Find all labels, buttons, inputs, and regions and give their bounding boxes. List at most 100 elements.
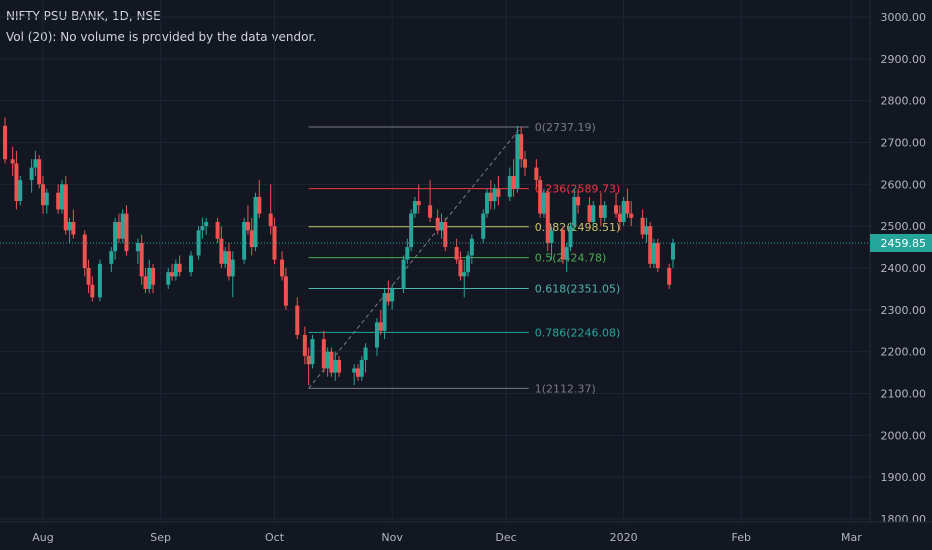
candle-body[interactable] xyxy=(598,205,603,218)
candle-body[interactable] xyxy=(485,192,490,214)
candle-body[interactable] xyxy=(382,293,387,331)
candle-body[interactable] xyxy=(481,213,486,239)
candle-body[interactable] xyxy=(272,226,277,260)
candle-body[interactable] xyxy=(170,272,175,277)
candle-body[interactable] xyxy=(405,247,410,260)
candle-body[interactable] xyxy=(401,259,406,289)
candle-body[interactable] xyxy=(329,351,334,373)
candle-body[interactable] xyxy=(325,351,330,369)
candle-body[interactable] xyxy=(655,242,660,268)
candle-body[interactable] xyxy=(374,322,379,348)
candle-body[interactable] xyxy=(177,263,182,273)
candle-body[interactable] xyxy=(454,247,459,260)
candle-body[interactable] xyxy=(412,201,417,214)
candle-body[interactable] xyxy=(230,259,235,277)
candle-body[interactable] xyxy=(226,251,231,277)
candle-body[interactable] xyxy=(352,368,357,373)
candle-body[interactable] xyxy=(67,221,72,231)
candle-body[interactable] xyxy=(280,259,285,277)
candle-body[interactable] xyxy=(488,192,493,202)
candle-body[interactable] xyxy=(568,226,573,248)
candle-body[interactable] xyxy=(120,213,125,239)
candle-body[interactable] xyxy=(617,213,622,222)
candle-body[interactable] xyxy=(560,230,565,260)
candle-body[interactable] xyxy=(409,213,414,248)
candle-body[interactable] xyxy=(268,213,273,227)
candle-body[interactable] xyxy=(428,205,433,218)
candle-body[interactable] xyxy=(97,263,102,298)
candle-body[interactable] xyxy=(443,221,448,248)
candle-body[interactable] xyxy=(253,196,258,248)
candle-body[interactable] xyxy=(492,188,497,202)
candle-body[interactable] xyxy=(652,242,657,264)
candle-body[interactable] xyxy=(37,159,42,185)
candle-body[interactable] xyxy=(249,230,254,248)
candle-body[interactable] xyxy=(462,272,467,277)
candle-body[interactable] xyxy=(124,213,129,252)
candle-body[interactable] xyxy=(223,251,228,264)
candle-body[interactable] xyxy=(18,180,23,202)
candle-body[interactable] xyxy=(511,175,516,189)
candle-body[interactable] xyxy=(14,163,19,202)
candle-body[interactable] xyxy=(545,192,550,243)
candle-body[interactable] xyxy=(519,134,524,160)
candle-body[interactable] xyxy=(3,125,8,160)
candle-body[interactable] xyxy=(143,276,148,289)
candle-body[interactable] xyxy=(587,205,592,222)
candle-body[interactable] xyxy=(41,184,45,206)
candle-body[interactable] xyxy=(644,226,649,235)
candle-body[interactable] xyxy=(576,196,581,206)
candle-body[interactable] xyxy=(629,213,634,218)
time-axis[interactable] xyxy=(0,522,932,550)
candle-body[interactable] xyxy=(458,259,463,277)
candle-body[interactable] xyxy=(86,268,91,285)
candle-body[interactable] xyxy=(363,347,368,361)
candle-body[interactable] xyxy=(204,221,209,227)
candle-body[interactable] xyxy=(591,205,596,222)
candle-body[interactable] xyxy=(469,238,474,256)
candle-body[interactable] xyxy=(135,242,140,252)
candle-body[interactable] xyxy=(56,192,61,210)
candle-body[interactable] xyxy=(648,226,653,264)
candle-body[interactable] xyxy=(166,272,171,285)
candle-body[interactable] xyxy=(378,322,383,331)
candle-body[interactable] xyxy=(602,205,607,218)
candle-body[interactable] xyxy=(564,247,569,260)
candle-body[interactable] xyxy=(614,205,619,214)
candle-body[interactable] xyxy=(333,360,338,373)
candle-body[interactable] xyxy=(549,230,554,243)
candle-body[interactable] xyxy=(219,238,224,264)
candle-body[interactable] xyxy=(321,339,326,369)
candle-body[interactable] xyxy=(337,360,342,373)
candles[interactable] xyxy=(0,17,675,386)
candle-body[interactable] xyxy=(390,288,395,302)
candle-body[interactable] xyxy=(466,255,471,273)
candle-body[interactable] xyxy=(640,217,645,235)
candle-body[interactable] xyxy=(173,263,178,277)
candle-body[interactable] xyxy=(355,368,360,377)
candle-body[interactable] xyxy=(538,180,543,214)
candle-body[interactable] xyxy=(44,192,49,206)
candle-body[interactable] xyxy=(310,339,315,365)
candle-body[interactable] xyxy=(306,355,311,365)
candle-body[interactable] xyxy=(625,201,630,214)
price-axis[interactable] xyxy=(870,0,932,522)
candle-body[interactable] xyxy=(109,251,114,264)
candle-body[interactable] xyxy=(189,255,194,273)
candle-body[interactable] xyxy=(90,284,95,298)
candle-body[interactable] xyxy=(82,234,87,268)
candle-body[interactable] xyxy=(151,268,156,285)
candle-body[interactable] xyxy=(29,167,34,181)
candle-body[interactable] xyxy=(302,334,307,356)
candle-body[interactable] xyxy=(63,184,68,231)
candle-body[interactable] xyxy=(416,201,421,206)
candle-body[interactable] xyxy=(667,268,672,285)
candle-body[interactable] xyxy=(147,268,152,289)
candle-body[interactable] xyxy=(200,226,205,231)
candle-body[interactable] xyxy=(257,196,262,214)
candle-body[interactable] xyxy=(113,221,118,252)
candle-body[interactable] xyxy=(242,221,247,260)
candle-body[interactable] xyxy=(295,305,300,335)
candle-body[interactable] xyxy=(215,221,220,239)
candle-body[interactable] xyxy=(435,217,440,231)
